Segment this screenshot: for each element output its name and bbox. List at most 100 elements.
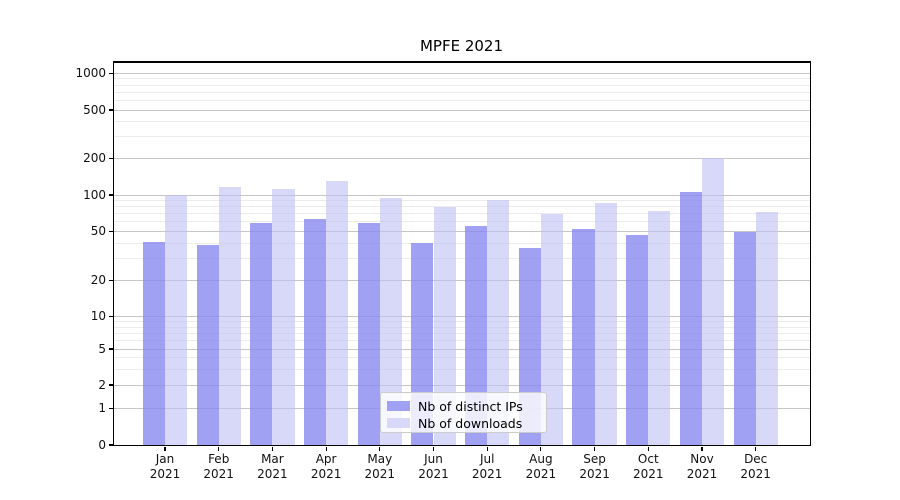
y-tick-label: 20 bbox=[90, 272, 106, 287]
minor-gridline bbox=[113, 121, 810, 123]
x-tick-year: 2021 bbox=[257, 467, 288, 481]
y-tick-mark bbox=[108, 407, 113, 409]
y-tick-label: 1 bbox=[98, 400, 106, 415]
legend-entry-downloads: Nb of downloads bbox=[387, 415, 538, 431]
y-tick-label: 2 bbox=[98, 377, 106, 392]
minor-gridline bbox=[113, 258, 810, 260]
x-tick-label: Feb 2021 bbox=[188, 452, 250, 482]
x-tick-month: Dec bbox=[744, 452, 768, 466]
x-tick-month: Jun bbox=[424, 452, 443, 466]
x-tick-month: Oct bbox=[637, 452, 659, 466]
x-tick-label: Sep 2021 bbox=[564, 452, 626, 482]
x-tick-mark bbox=[701, 446, 703, 451]
x-tick-year: 2021 bbox=[579, 467, 610, 481]
y-tick-label: 100 bbox=[83, 187, 106, 202]
x-tick-mark bbox=[164, 446, 166, 451]
chart-title: MPFE 2021 bbox=[419, 37, 504, 55]
y-tick-label: 5 bbox=[98, 341, 106, 356]
major-gridline bbox=[113, 72, 810, 74]
bar-downloads bbox=[326, 181, 349, 445]
x-tick-mark bbox=[486, 446, 488, 451]
y-tick-label: 500 bbox=[83, 102, 106, 117]
bar-distinct-ips bbox=[572, 228, 595, 445]
y-tick-mark bbox=[108, 316, 113, 318]
y-tick-mark bbox=[108, 194, 113, 196]
x-tick-month: Aug bbox=[529, 452, 553, 466]
y-tick-mark bbox=[108, 109, 113, 111]
minor-gridline bbox=[113, 326, 810, 328]
y-tick-mark bbox=[108, 157, 113, 159]
x-tick-year: 2021 bbox=[364, 467, 396, 481]
x-tick-label: Jun 2021 bbox=[403, 452, 465, 482]
bar-downloads bbox=[379, 197, 402, 445]
y-tick-label: 0 bbox=[98, 437, 106, 452]
bar-downloads bbox=[594, 202, 617, 445]
x-tick-mark bbox=[755, 446, 757, 451]
x-tick-month: Jan bbox=[155, 452, 175, 466]
x-tick-label: Dec 2021 bbox=[725, 452, 787, 482]
bar-distinct-ips bbox=[303, 218, 327, 445]
x-tick-month: Apr bbox=[315, 452, 337, 466]
x-tick-label: Aug 2021 bbox=[510, 452, 572, 482]
y-tick-mark bbox=[108, 348, 113, 350]
minor-gridline bbox=[113, 368, 810, 370]
major-gridline bbox=[113, 231, 810, 233]
x-tick-year: 2021 bbox=[471, 467, 503, 481]
bar-downloads bbox=[218, 186, 241, 445]
minor-gridline bbox=[113, 91, 810, 93]
bar-downloads bbox=[433, 207, 456, 445]
y-tick-mark bbox=[108, 279, 113, 281]
plot-area bbox=[113, 62, 810, 445]
minor-gridline bbox=[113, 340, 810, 341]
major-gridline bbox=[113, 157, 810, 159]
x-tick-month: May bbox=[367, 452, 393, 466]
minor-gridline bbox=[113, 242, 810, 244]
y-tick-label: 50 bbox=[90, 224, 106, 239]
bar-distinct-ips bbox=[679, 192, 702, 445]
major-gridline bbox=[113, 384, 810, 386]
bar-distinct-ips bbox=[733, 231, 756, 445]
x-tick-mark bbox=[218, 446, 220, 451]
y-tick-label: 10 bbox=[90, 309, 106, 324]
x-tick-mark bbox=[325, 446, 327, 451]
bar-distinct-ips bbox=[626, 234, 649, 445]
minor-gridline bbox=[113, 99, 810, 101]
x-tick-month: Mar bbox=[261, 452, 284, 466]
minor-gridline bbox=[113, 84, 810, 86]
x-tick-label: Mar 2021 bbox=[241, 452, 303, 482]
y-tick-label: 200 bbox=[83, 150, 106, 165]
axis-spine-left bbox=[112, 61, 115, 446]
x-tick-month: Sep bbox=[583, 452, 606, 466]
minor-gridline bbox=[113, 78, 810, 80]
legend-swatch-distinct-ips bbox=[387, 401, 410, 411]
minor-gridline bbox=[113, 206, 810, 208]
bar-distinct-ips bbox=[465, 225, 488, 445]
bar-downloads bbox=[272, 189, 295, 445]
x-tick-label: Apr 2021 bbox=[295, 452, 357, 482]
x-tick-label: Jan 2021 bbox=[134, 452, 196, 482]
minor-gridline bbox=[113, 357, 810, 359]
y-tick-mark bbox=[108, 384, 113, 386]
bar-downloads bbox=[648, 210, 671, 445]
y-tick-mark bbox=[108, 72, 113, 74]
x-tick-mark bbox=[379, 446, 381, 451]
axis-spine-right bbox=[809, 61, 812, 446]
major-gridline bbox=[113, 279, 810, 281]
major-gridline bbox=[113, 316, 810, 318]
x-tick-mark bbox=[271, 446, 273, 451]
y-tick-label: 1000 bbox=[75, 65, 106, 80]
legend-label-downloads: Nb of downloads bbox=[418, 415, 523, 431]
bar-distinct-ips bbox=[196, 244, 219, 445]
y-tick-mark bbox=[108, 444, 113, 446]
x-tick-year: 2021 bbox=[418, 467, 449, 481]
x-tick-year: 2021 bbox=[203, 467, 234, 481]
legend: Nb of distinct IPs Nb of downloads bbox=[380, 392, 547, 433]
bar-distinct-ips bbox=[250, 222, 273, 445]
x-tick-year: 2021 bbox=[310, 467, 342, 481]
legend-label-distinct-ips: Nb of distinct IPs bbox=[418, 398, 523, 414]
minor-gridline bbox=[113, 200, 810, 202]
legend-entry-distinct-ips: Nb of distinct IPs bbox=[387, 398, 538, 414]
x-tick-label: May 2021 bbox=[349, 452, 411, 482]
minor-gridline bbox=[113, 321, 810, 323]
